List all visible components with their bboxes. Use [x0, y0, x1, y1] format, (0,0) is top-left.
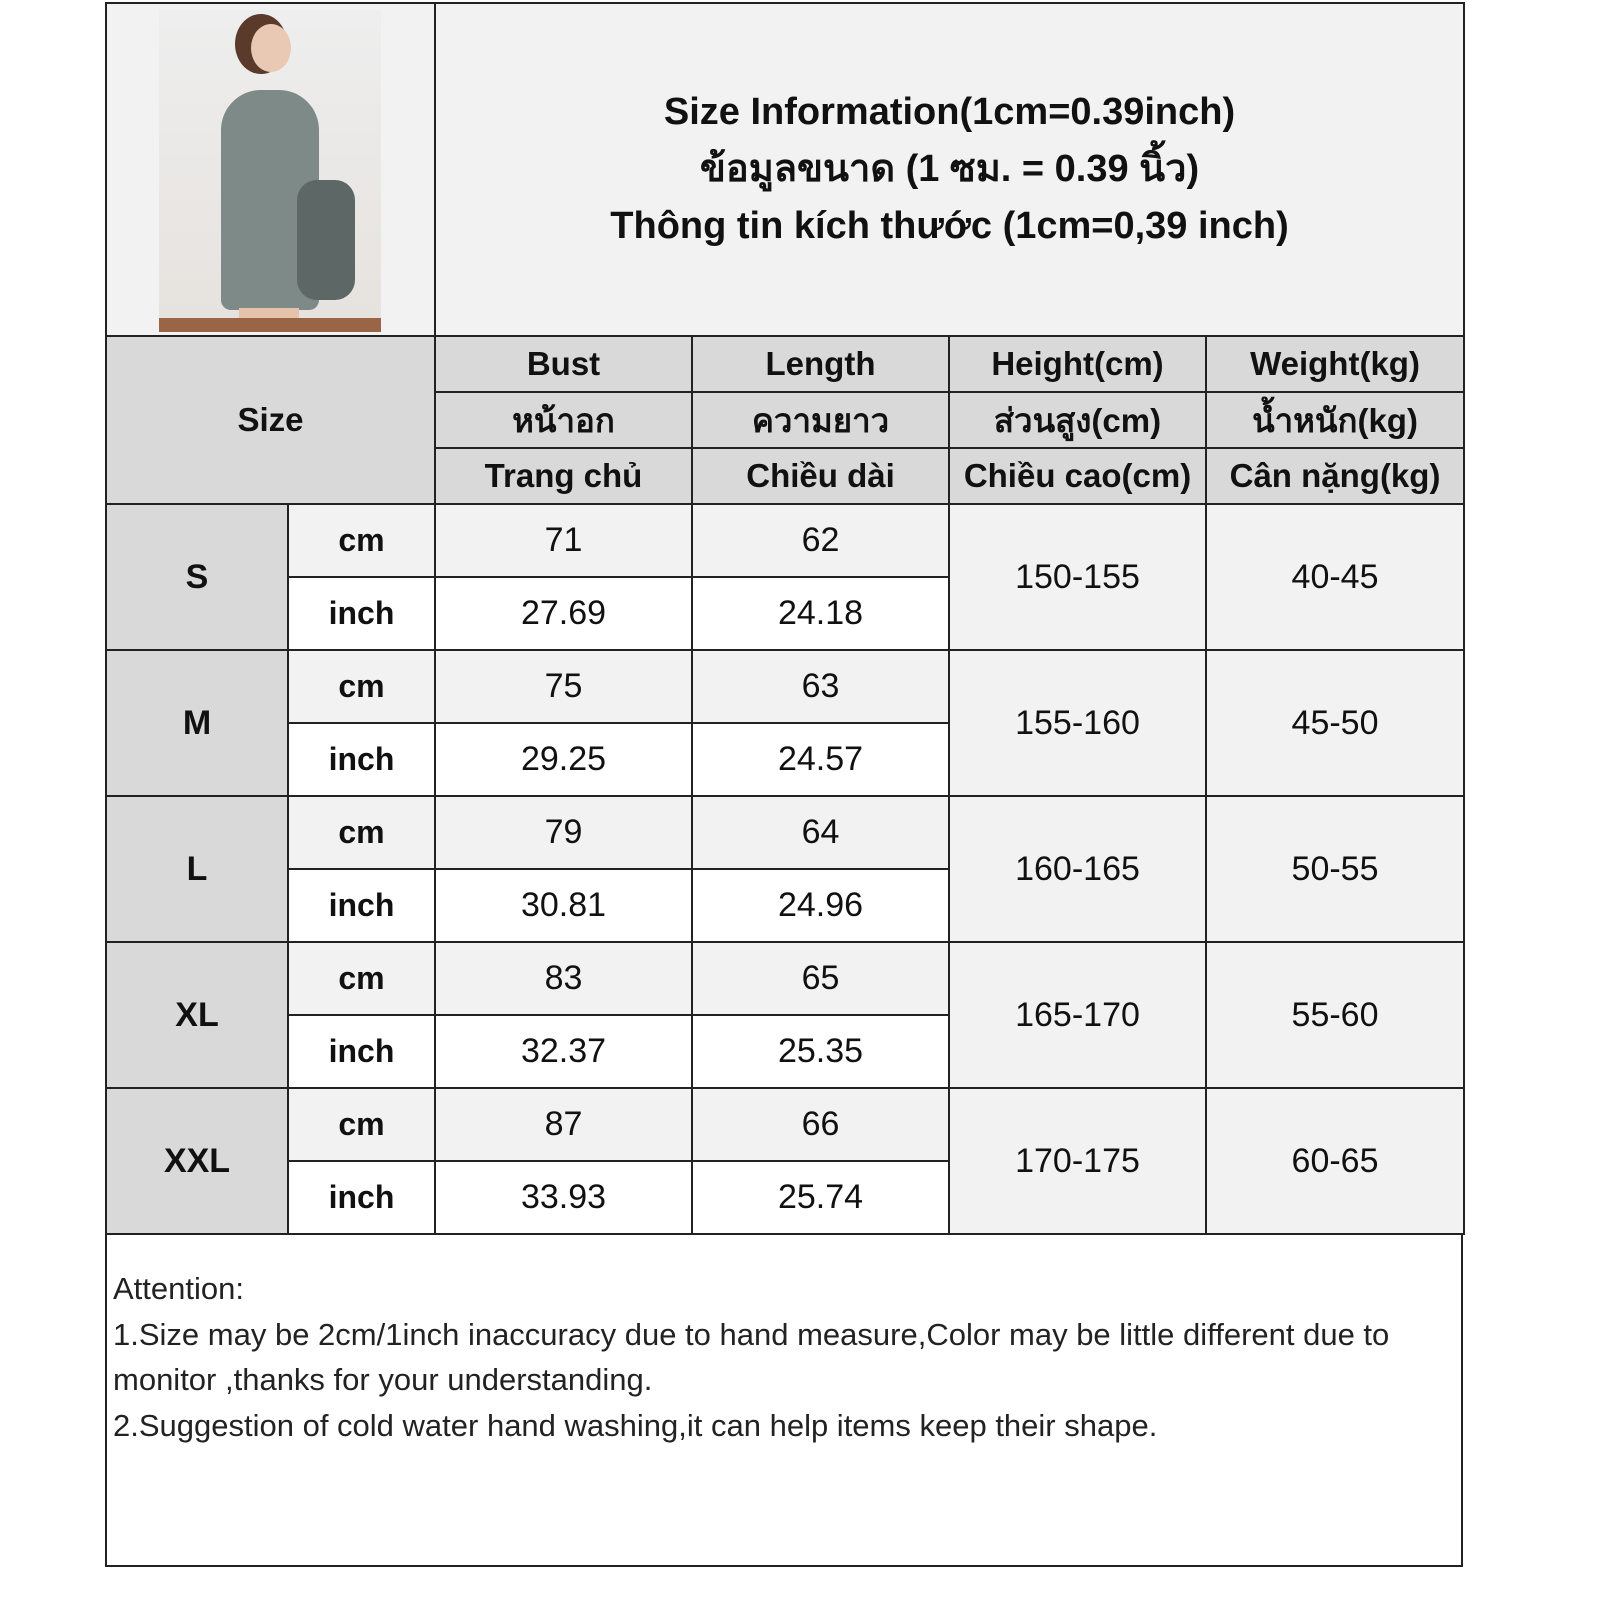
unit-cm: cm: [287, 1087, 436, 1162]
length-cm: 63: [691, 649, 950, 724]
header-weight-th: น้ำหนัก(kg): [1204, 391, 1466, 449]
unit-inch: inch: [287, 1160, 436, 1235]
height-range: 160-165: [948, 795, 1207, 943]
table-row: inch 29.25 24.57: [106, 722, 1464, 797]
height-range: 155-160: [948, 649, 1207, 797]
header-length-en: Length: [691, 335, 950, 393]
table-row: inch 32.37 25.35: [106, 1014, 1464, 1089]
weight-range: 40-45: [1204, 503, 1466, 651]
length-inch: 25.74: [691, 1160, 950, 1235]
table-row: XL cm 83 65 165-170 55-60: [105, 941, 1466, 1089]
header-height-vi: Chiều cao(cm): [948, 447, 1207, 505]
size-label: XL: [105, 941, 289, 1089]
height-range: 165-170: [948, 941, 1207, 1089]
header-height-en: Height(cm): [948, 335, 1207, 393]
unit-inch: inch: [287, 722, 436, 797]
length-cm: 62: [691, 503, 950, 578]
bust-inch: 30.81: [434, 868, 693, 943]
product-photo: [105, 2, 436, 337]
unit-inch: inch: [287, 576, 436, 651]
unit-cm: cm: [287, 649, 436, 724]
bust-cm: 79: [434, 795, 693, 870]
title-th: ข้อมูลขนาด (1 ซม. = 0.39 นิ้ว): [699, 148, 1200, 190]
bust-inch: 27.69: [434, 576, 693, 651]
notes-heading: Attention:: [113, 1271, 244, 1306]
unit-inch: inch: [287, 868, 436, 943]
header-length-th: ความยาว: [691, 391, 950, 449]
title-vi: Thông tin kích thước (1cm=0,39 inch): [610, 205, 1289, 247]
length-cm: 66: [691, 1087, 950, 1162]
attention-notes: Attention: 1.Size may be 2cm/1inch inacc…: [113, 1266, 1458, 1448]
note-2: 2.Suggestion of cold water hand washing,…: [113, 1407, 1158, 1443]
bust-cm: 83: [434, 941, 693, 1016]
title-en: Size Information(1cm=0.39inch): [663, 91, 1236, 133]
size-label: S: [105, 503, 289, 651]
bust-inch: 29.25: [434, 722, 693, 797]
size-label: XXL: [105, 1087, 289, 1235]
bust-cm: 87: [434, 1087, 693, 1162]
weight-range: 55-60: [1204, 941, 1466, 1089]
length-inch: 24.96: [691, 868, 950, 943]
table-row: inch 30.81 24.96: [106, 868, 1464, 943]
size-label: L: [105, 795, 289, 943]
bust-cm: 71: [434, 503, 693, 578]
bust-cm: 75: [434, 649, 693, 724]
length-inch: 25.35: [691, 1014, 950, 1089]
unit-inch: inch: [287, 1014, 436, 1089]
header-bust-vi: Trang chủ: [434, 447, 693, 505]
size-label: M: [105, 649, 289, 797]
unit-cm: cm: [287, 941, 436, 1016]
length-inch: 24.18: [691, 576, 950, 651]
length-inch: 24.57: [691, 722, 950, 797]
bust-inch: 32.37: [434, 1014, 693, 1089]
header-weight-vi: Cân nặng(kg): [1204, 447, 1466, 505]
table-row: inch 27.69 24.18: [106, 576, 1464, 651]
unit-cm: cm: [287, 795, 436, 870]
title-cell: Size Information(1cm=0.39inch) ข้อมูลขนา…: [433, 2, 1466, 337]
bust-inch: 33.93: [434, 1160, 693, 1235]
unit-cm: cm: [287, 503, 436, 578]
size-chart: Size Information(1cm=0.39inch) ข้อมูลขนา…: [105, 2, 1466, 1567]
header-length-vi: Chiều dài: [691, 447, 950, 505]
length-cm: 65: [691, 941, 950, 1016]
height-range: 170-175: [948, 1087, 1207, 1235]
table-row: XXL cm 87 66 170-175 60-65: [105, 1087, 1466, 1235]
header-bust-th: หน้าอก: [434, 391, 693, 449]
length-cm: 64: [691, 795, 950, 870]
size-header: Size: [105, 335, 436, 505]
weight-range: 45-50: [1204, 649, 1466, 797]
header-bust-en: Bust: [434, 335, 693, 393]
weight-range: 60-65: [1204, 1087, 1466, 1235]
weight-range: 50-55: [1204, 795, 1466, 943]
size-table: Size Information(1cm=0.39inch) ข้อมูลขนา…: [105, 2, 1466, 1235]
header-weight-en: Weight(kg): [1204, 335, 1466, 393]
header-height-th: ส่วนสูง(cm): [948, 391, 1207, 449]
height-range: 150-155: [948, 503, 1207, 651]
note-1: 1.Size may be 2cm/1inch inaccuracy due t…: [113, 1316, 1390, 1398]
table-row: inch 33.93 25.74: [106, 1160, 1464, 1235]
